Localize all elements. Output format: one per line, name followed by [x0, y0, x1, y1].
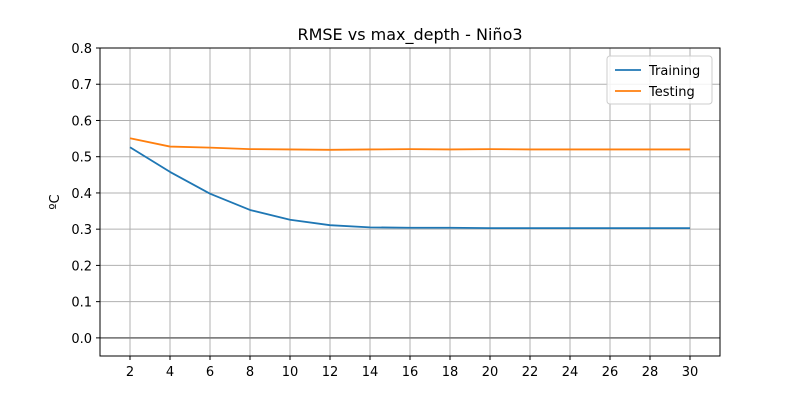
y-tick-label: 0.5	[71, 151, 92, 166]
x-tick-label: 12	[322, 365, 339, 380]
series-line-training	[129, 146, 690, 229]
x-tick-label: 26	[602, 365, 619, 380]
chart-title: RMSE vs max_depth - Niño3	[297, 25, 522, 45]
y-tick-label: 0.0	[71, 332, 92, 347]
x-tick-label: 8	[246, 365, 254, 380]
series-group	[129, 137, 690, 229]
x-tick-label: 28	[642, 365, 659, 380]
axis-ticks: 2 4 6 8 10 12 14 16 18 20 22 24 26 28 300.00.10.20.30.…	[71, 42, 698, 380]
legend-box	[606, 55, 713, 105]
x-tick-label: 18	[442, 365, 459, 380]
y-tick-label: 0.1	[71, 296, 92, 311]
x-tick-label: 22	[522, 365, 539, 380]
x-tick-label: 6	[206, 365, 214, 380]
x-tick-label: 14	[362, 365, 379, 380]
legend: Training Testing	[606, 55, 713, 105]
y-tick-label: 0.3	[71, 223, 92, 238]
y-tick-label: 0.4	[71, 187, 92, 202]
legend-label-training: Training	[648, 64, 700, 79]
x-tick-label: 24	[562, 365, 579, 380]
series-line-testing	[129, 137, 690, 151]
x-tick-label: 2	[126, 365, 134, 380]
y-axis-label: ºC	[48, 194, 63, 209]
x-tick-label: 16	[402, 365, 419, 380]
y-tick-label: 0.6	[71, 114, 92, 129]
y-tick-label: 0.7	[71, 78, 92, 93]
x-tick-label: 30	[682, 365, 699, 380]
x-tick-label: 20	[482, 365, 499, 380]
y-tick-label: 0.2	[71, 259, 92, 274]
x-tick-label: 10	[282, 365, 299, 380]
legend-label-testing: Testing	[648, 85, 695, 100]
y-tick-label: 0.8	[71, 42, 92, 57]
x-tick-label: 4	[166, 365, 174, 380]
